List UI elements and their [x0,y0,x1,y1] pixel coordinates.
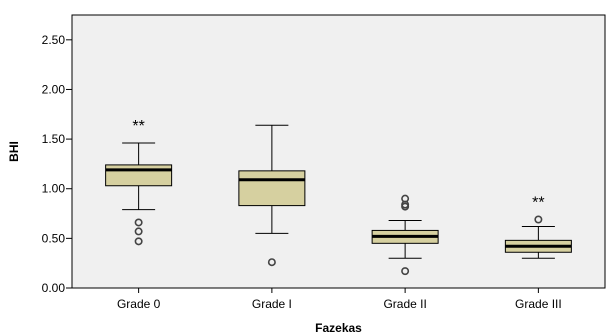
outlier-point [267,258,276,267]
y-axis-title: BHI [7,141,21,162]
box-group [238,124,306,267]
y-axis: 0.00 0.50 1.00 1.50 2.00 2.50 [42,33,72,295]
box-group: ** [504,195,572,259]
y-tick-label: 1.00 [42,182,66,196]
outlier-point [401,267,410,276]
x-tick-label: Grade 0 [117,297,161,311]
significance-annotation: ** [132,118,144,135]
box-group: ** [105,118,173,246]
y-tick-label: 0.50 [42,231,66,245]
x-tick-label: Grade I [252,297,292,311]
outlier-point [401,202,410,211]
outlier-point [134,218,143,227]
x-axis: Grade 0 Grade I Grade II Grade III [117,288,562,311]
x-axis-title: Fazekas [315,321,362,335]
box-series: ** ** [105,118,572,276]
y-tick-label: 0.00 [42,281,66,295]
y-tick-label: 2.50 [42,33,66,47]
outlier-point [534,215,543,224]
y-tick-label: 2.00 [42,82,66,96]
box-iqr [105,164,173,187]
box-iqr [238,170,306,207]
outlier-point [134,227,143,236]
x-tick-label: Grade III [515,297,562,311]
y-tick-label: 1.50 [42,132,66,146]
significance-annotation: ** [532,195,544,212]
x-tick-label: Grade II [383,297,426,311]
outlier-point [134,237,143,246]
box-group [371,194,439,276]
